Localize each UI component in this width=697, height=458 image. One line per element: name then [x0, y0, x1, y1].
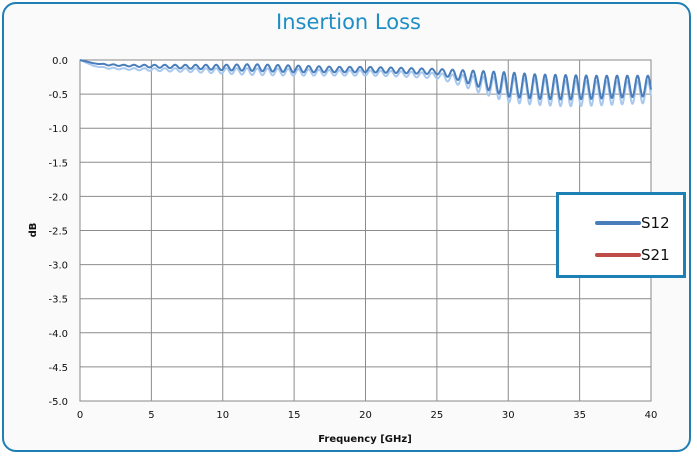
- x-tick-label: 40: [645, 410, 658, 421]
- series-line-s12: [79, 59, 652, 101]
- legend-item-s21: S21: [595, 245, 670, 265]
- x-tick-labels: 0 5 10 15 20 25 30 35 40: [77, 410, 658, 421]
- legend-item-s12: S12: [595, 213, 670, 233]
- grid-lines: [80, 60, 651, 401]
- x-tick-label: 0: [77, 410, 83, 421]
- y-tick-label: -1.5: [48, 158, 68, 169]
- series-line-s21: [79, 59, 652, 108]
- y-tick-label: -4.0: [48, 329, 68, 340]
- series-group: [79, 59, 652, 108]
- legend-swatch-s21: [595, 253, 641, 257]
- y-tick-label: -2.0: [48, 192, 68, 203]
- legend-label-s21: S21: [641, 246, 670, 264]
- x-axis-label: Frequency [GHz]: [318, 434, 412, 445]
- legend-label-s12: S12: [641, 214, 670, 232]
- x-tick-label: 15: [288, 410, 301, 421]
- x-tick-label: 20: [359, 410, 372, 421]
- x-tick-label: 10: [216, 410, 229, 421]
- y-tick-label: -2.5: [48, 227, 68, 238]
- x-tick-label: 35: [573, 410, 586, 421]
- y-tick-label: 0.0: [52, 56, 68, 67]
- y-tick-label: -4.5: [48, 363, 68, 374]
- x-tick-label: 25: [431, 410, 444, 421]
- legend-swatch-s12: [595, 221, 641, 225]
- legend: S12 S21: [556, 192, 686, 278]
- y-tick-label: -5.0: [48, 397, 68, 408]
- chart-title: Insertion Loss: [276, 10, 421, 34]
- y-tick-label: -3.5: [48, 295, 68, 306]
- y-axis-label: dB: [28, 223, 39, 238]
- y-tick-labels: 0.0 -0.5 -1.0 -1.5 -2.0 -2.5 -3.0 -3.5 -4.0 -4.5 -…: [48, 56, 68, 408]
- x-tick-label: 5: [148, 410, 154, 421]
- x-tick-label: 30: [502, 410, 515, 421]
- y-tick-label: -3.0: [48, 261, 68, 272]
- y-tick-label: -1.0: [48, 124, 68, 135]
- y-tick-label: -0.5: [48, 90, 68, 101]
